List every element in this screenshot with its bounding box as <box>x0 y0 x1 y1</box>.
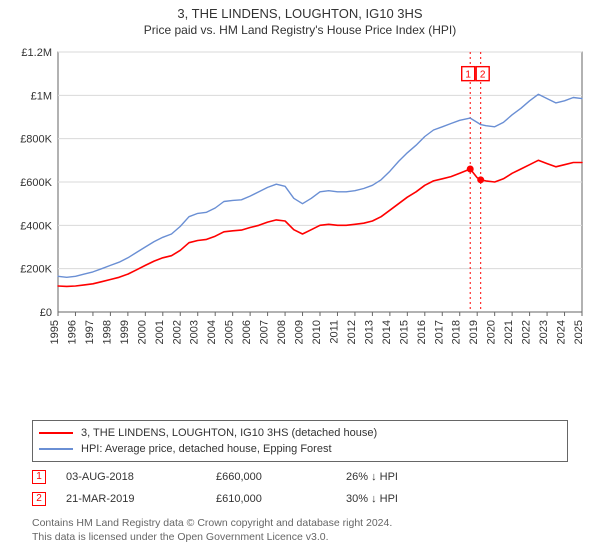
legend-item-hpi: HPI: Average price, detached house, Eppi… <box>39 441 561 457</box>
footer-line-1: Contains HM Land Registry data © Crown c… <box>32 516 568 530</box>
line-chart-svg: £0 £200K £400K £600K £800K £1M £1.2M 1995 1996 19… <box>8 44 592 360</box>
legend-label-hpi: HPI: Average price, detached house, Eppi… <box>81 441 332 457</box>
svg-text:£1M: £1M <box>31 90 52 102</box>
svg-text:2019: 2019 <box>468 320 480 344</box>
sale-price: £610,000 <box>216 493 326 505</box>
svg-text:2018: 2018 <box>451 320 463 344</box>
legend-box: 3, THE LINDENS, LOUGHTON, IG10 3HS (deta… <box>32 420 568 462</box>
svg-text:2021: 2021 <box>503 320 515 344</box>
svg-text:1998: 1998 <box>101 320 113 344</box>
svg-text:£800K: £800K <box>20 134 52 146</box>
svg-text:2022: 2022 <box>521 320 533 344</box>
sale-row: 2 21-MAR-2019 £610,000 30% ↓ HPI <box>32 488 568 510</box>
svg-text:£400K: £400K <box>20 220 52 232</box>
svg-text:2015: 2015 <box>398 320 410 344</box>
chart-container: 3, THE LINDENS, LOUGHTON, IG10 3HS Price… <box>0 0 600 560</box>
legend-swatch-price-paid <box>39 432 73 434</box>
svg-text:2008: 2008 <box>276 320 288 344</box>
svg-text:2005: 2005 <box>224 320 236 344</box>
svg-text:2004: 2004 <box>206 320 218 344</box>
svg-text:2010: 2010 <box>311 320 323 344</box>
svg-text:2023: 2023 <box>538 320 550 344</box>
svg-text:2016: 2016 <box>416 320 428 344</box>
svg-text:2002: 2002 <box>171 320 183 344</box>
svg-text:2012: 2012 <box>346 320 358 344</box>
footer-attribution: Contains HM Land Registry data © Crown c… <box>32 516 568 544</box>
svg-text:2006: 2006 <box>241 320 253 344</box>
svg-text:2: 2 <box>480 70 486 81</box>
svg-text:2014: 2014 <box>381 320 393 344</box>
svg-text:1: 1 <box>465 70 471 81</box>
svg-text:1997: 1997 <box>84 320 96 344</box>
sale-price: £660,000 <box>216 471 326 483</box>
svg-text:2020: 2020 <box>486 320 498 344</box>
svg-text:2011: 2011 <box>328 320 340 344</box>
svg-text:2001: 2001 <box>154 320 166 344</box>
svg-text:£0: £0 <box>40 307 52 319</box>
svg-text:£600K: £600K <box>20 177 52 189</box>
legend-swatch-hpi <box>39 448 73 450</box>
svg-text:£200K: £200K <box>20 264 52 276</box>
svg-text:2013: 2013 <box>363 320 375 344</box>
chart-title-subtitle: Price paid vs. HM Land Registry's House … <box>0 23 600 37</box>
sale-pct-vs-hpi: 30% ↓ HPI <box>346 493 476 505</box>
chart-title-address: 3, THE LINDENS, LOUGHTON, IG10 3HS <box>0 6 600 21</box>
svg-text:2025: 2025 <box>573 320 585 344</box>
sale-pct-vs-hpi: 26% ↓ HPI <box>346 471 476 483</box>
title-block: 3, THE LINDENS, LOUGHTON, IG10 3HS Price… <box>0 0 600 39</box>
sale-marker-icon: 1 <box>32 470 46 484</box>
svg-text:2000: 2000 <box>136 320 148 344</box>
svg-text:2003: 2003 <box>189 320 201 344</box>
legend-item-price-paid: 3, THE LINDENS, LOUGHTON, IG10 3HS (deta… <box>39 425 561 441</box>
sale-date: 21-MAR-2019 <box>66 493 196 505</box>
svg-text:£1.2M: £1.2M <box>21 47 52 59</box>
svg-text:2024: 2024 <box>556 320 568 344</box>
svg-text:1996: 1996 <box>66 320 78 344</box>
sale-date: 03-AUG-2018 <box>66 471 196 483</box>
footer-line-2: This data is licensed under the Open Gov… <box>32 530 568 544</box>
svg-text:2009: 2009 <box>294 320 306 344</box>
legend-label-price-paid: 3, THE LINDENS, LOUGHTON, IG10 3HS (deta… <box>81 425 377 441</box>
sale-marker-icon: 2 <box>32 492 46 506</box>
svg-text:1995: 1995 <box>49 320 61 344</box>
sales-table: 1 03-AUG-2018 £660,000 26% ↓ HPI 2 21-MA… <box>32 466 568 510</box>
svg-text:1999: 1999 <box>119 320 131 344</box>
sale-row: 1 03-AUG-2018 £660,000 26% ↓ HPI <box>32 466 568 488</box>
chart-area: £0 £200K £400K £600K £800K £1M £1.2M 1995 1996 19… <box>8 44 592 360</box>
svg-text:2017: 2017 <box>433 320 445 344</box>
svg-text:2007: 2007 <box>259 320 271 344</box>
